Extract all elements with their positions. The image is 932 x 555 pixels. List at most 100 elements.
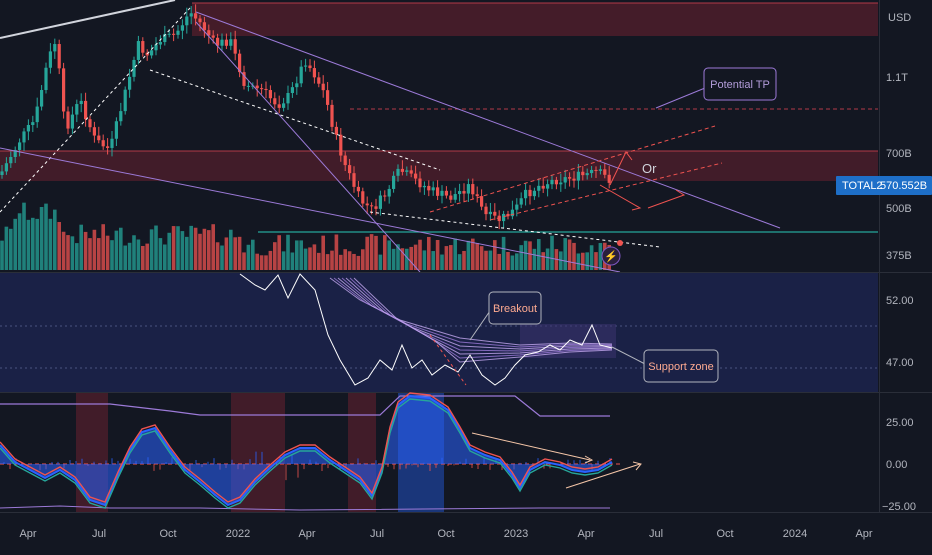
oscillator-pane[interactable] <box>0 392 642 512</box>
candle-body <box>493 211 497 216</box>
rsi-pane[interactable]: Breakout Support zone <box>0 273 878 392</box>
volume-bar <box>475 243 479 270</box>
candle-body <box>462 191 466 194</box>
candle-body <box>365 203 369 206</box>
price-badge[interactable] <box>836 176 932 195</box>
time-tick-2022: 2022 <box>226 528 250 540</box>
osc-divergence-top <box>471 432 591 461</box>
potential-tp-callout[interactable] <box>703 67 777 101</box>
osc-tick-neg25: −25.00 <box>882 501 916 513</box>
volume-bar <box>361 249 365 270</box>
candle-body <box>172 33 176 35</box>
volume-bar <box>22 202 26 270</box>
volume-bar <box>211 224 215 270</box>
volume-bar <box>119 227 123 270</box>
candle-body <box>488 211 492 215</box>
volume-bar <box>92 229 97 270</box>
volume-bar <box>493 240 497 270</box>
volume-bar <box>259 255 264 270</box>
volume-bar <box>510 255 515 270</box>
volume-bar <box>39 206 44 270</box>
candle-body <box>554 179 558 185</box>
volume-bar <box>352 253 356 270</box>
candle-body <box>524 189 528 199</box>
candle-body <box>224 39 228 46</box>
volume-bar <box>0 240 4 270</box>
price-pane[interactable]: Potential TP Or ⚡ <box>0 0 880 273</box>
volume-bar <box>233 237 237 270</box>
volume-bar <box>523 240 528 270</box>
osc-tick-0: 0.00 <box>886 459 907 471</box>
candle-body <box>150 50 154 56</box>
volume-bar <box>295 240 299 270</box>
breakout-callout[interactable] <box>488 291 542 325</box>
candle-body <box>246 85 250 87</box>
red-dashed-channel-top <box>429 125 716 213</box>
volume-bar <box>4 226 9 270</box>
price-tick-700b: 700B <box>886 148 912 160</box>
candle-body <box>9 156 13 164</box>
volume-bar <box>75 243 79 270</box>
rsi-ribbon-line <box>353 277 613 363</box>
rsi-ribbon-line <box>349 277 613 359</box>
time-tick-jul-2023: Jul <box>649 528 663 540</box>
candle-body <box>299 66 303 84</box>
volume-bar <box>48 218 53 270</box>
price-tick-375b: 375B <box>886 250 912 262</box>
rsi-tick-52: 52.00 <box>886 295 914 307</box>
candle-body <box>326 90 330 105</box>
candle-body <box>22 131 26 143</box>
volume-bar <box>435 239 440 270</box>
volume-bar <box>215 242 220 270</box>
volume-bar <box>167 232 171 270</box>
volume-bar <box>400 248 405 270</box>
support-zone-callout[interactable] <box>643 349 719 383</box>
purple-downtrend-upper <box>195 11 781 229</box>
volume-bar <box>449 245 453 270</box>
purple-downtrend-lower <box>0 147 621 273</box>
time-tick-apr-2023: Apr <box>577 528 594 540</box>
candle-body <box>356 186 360 192</box>
volume-bar <box>299 240 303 270</box>
candle-body <box>145 52 149 56</box>
volume-bar <box>356 255 361 270</box>
candle-body <box>436 187 440 196</box>
candle-body <box>449 195 453 200</box>
volume-bar <box>519 245 523 270</box>
candle-body <box>136 41 140 60</box>
volume-bar <box>114 230 119 270</box>
volume-bar <box>541 252 545 270</box>
volume-bar <box>268 250 273 270</box>
volume-bar <box>163 244 167 270</box>
volume-bar <box>453 238 457 270</box>
candle-body <box>414 173 418 179</box>
candle-body <box>62 68 66 112</box>
candle-body <box>453 194 457 200</box>
volume-bar <box>312 244 317 270</box>
candle-body <box>277 104 281 108</box>
volume-bar <box>246 244 251 270</box>
volume-bar <box>589 245 594 270</box>
candle-body <box>392 175 396 189</box>
candle-body <box>515 204 519 210</box>
lightning-icon[interactable] <box>601 246 621 266</box>
candle-body <box>31 122 35 126</box>
candle-body <box>405 170 409 172</box>
price-tick-500b: 500B <box>886 203 912 215</box>
time-axis[interactable]: Apr Jul Oct 2022 Apr Jul Oct 2023 Apr Ju… <box>19 528 872 540</box>
volume-bar <box>334 234 339 270</box>
time-tick-jul-2021: Jul <box>92 528 106 540</box>
candle-body <box>264 88 268 91</box>
candle-body <box>497 215 501 222</box>
volume-bar <box>158 238 163 270</box>
price-axis[interactable]: USD 1.1T 700B 500B 375B TOTAL2 570.552B … <box>836 0 932 513</box>
candle-body <box>312 68 316 78</box>
candle-body <box>286 93 290 104</box>
volume-bar <box>515 253 519 270</box>
volume-bar <box>440 254 444 270</box>
volume-bar <box>185 236 189 270</box>
candle-body <box>75 104 79 115</box>
candle-body <box>4 163 8 172</box>
